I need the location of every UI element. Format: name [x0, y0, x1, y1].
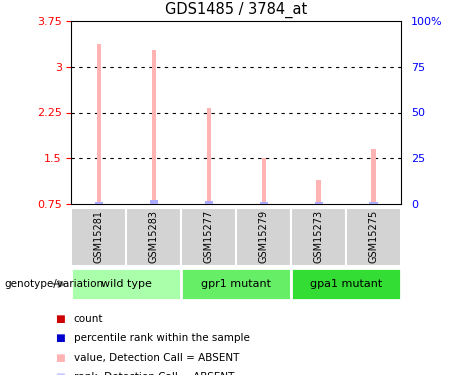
Bar [369, 202, 378, 204]
Bar [71, 268, 181, 300]
Text: percentile rank within the sample: percentile rank within the sample [74, 333, 250, 343]
Bar [181, 208, 236, 266]
Bar [126, 208, 181, 266]
Text: genotype/variation: genotype/variation [5, 279, 104, 289]
Text: ■: ■ [55, 333, 65, 343]
Bar [291, 268, 401, 300]
Text: wild type: wild type [101, 279, 152, 289]
Text: ■: ■ [55, 353, 65, 363]
Text: GSM15277: GSM15277 [204, 209, 214, 262]
Bar [372, 149, 376, 204]
Text: ■: ■ [55, 314, 65, 324]
Text: gpr1 mutant: gpr1 mutant [201, 279, 271, 289]
Text: value, Detection Call = ABSENT: value, Detection Call = ABSENT [74, 353, 239, 363]
Bar [261, 159, 266, 204]
Text: count: count [74, 314, 103, 324]
Text: GSM15283: GSM15283 [149, 210, 159, 262]
Text: gpa1 mutant: gpa1 mutant [310, 279, 382, 289]
Text: GSM15275: GSM15275 [369, 209, 378, 262]
Bar [316, 180, 321, 204]
Bar [236, 208, 291, 266]
Bar [150, 200, 158, 204]
Text: GSM15273: GSM15273 [313, 210, 324, 262]
Bar [207, 108, 211, 204]
Bar [314, 202, 323, 204]
Bar [71, 208, 126, 266]
Text: GSM15279: GSM15279 [259, 210, 269, 262]
Bar [291, 208, 346, 266]
Bar [181, 268, 291, 300]
Bar [346, 208, 401, 266]
Bar [152, 50, 156, 204]
Title: GDS1485 / 3784_at: GDS1485 / 3784_at [165, 2, 307, 18]
Text: rank, Detection Call = ABSENT: rank, Detection Call = ABSENT [74, 372, 234, 375]
Text: ■: ■ [55, 372, 65, 375]
Bar [97, 44, 101, 204]
Bar [95, 202, 103, 204]
Bar [260, 202, 268, 204]
Bar [205, 201, 213, 204]
Text: GSM15281: GSM15281 [94, 210, 104, 262]
